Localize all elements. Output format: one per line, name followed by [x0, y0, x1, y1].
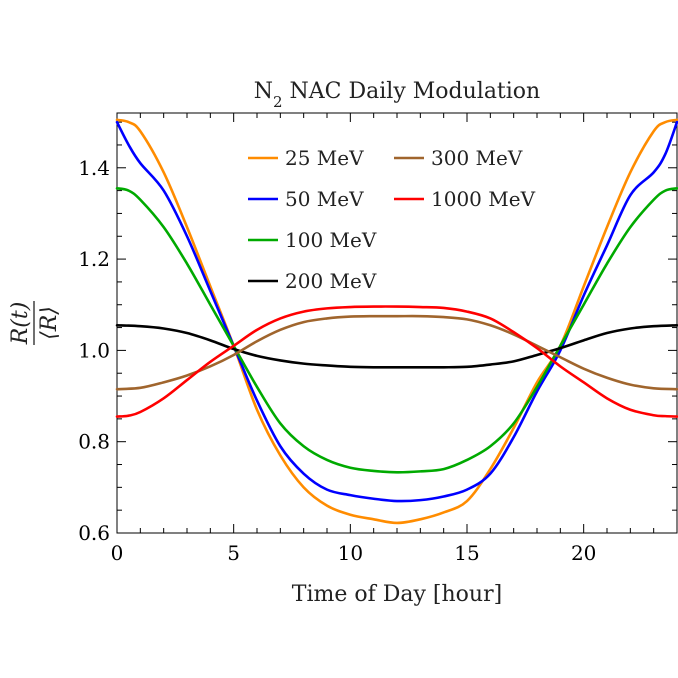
- y-tick-label: 0.6: [78, 521, 110, 545]
- legend-label-300-mev: 300 MeV: [431, 146, 523, 170]
- series-lines: [115, 118, 678, 525]
- y-tick-label: 1.0: [78, 338, 110, 362]
- x-tick-label: 20: [571, 541, 596, 565]
- legend-label-1000-mev: 1000 MeV: [431, 187, 536, 211]
- x-tick-label: 10: [338, 541, 363, 565]
- chart-title-subscript: 2: [273, 93, 283, 111]
- chart-title-main: N: [254, 79, 273, 104]
- x-axis-label: Time of Day [hour]: [292, 582, 502, 607]
- x-tick-label: 5: [227, 541, 240, 565]
- series-line-50-mev: [115, 120, 678, 503]
- y-tick-label: 1.4: [78, 156, 110, 180]
- chart-title-rest: NAC Daily Modulation: [283, 79, 541, 104]
- y-axis-label-numerator: R(t): [8, 302, 33, 346]
- y-axis-label-denominator: ⟨R⟩: [37, 306, 62, 340]
- series-line-1000-mev: [115, 305, 678, 418]
- series-line-25-mev: [115, 118, 678, 525]
- legend-label-200-mev: 200 MeV: [285, 269, 377, 293]
- legend-label-50-mev: 50 MeV: [285, 187, 364, 211]
- series-line-300-mev: [115, 314, 678, 391]
- legend-label-100-mev: 100 MeV: [285, 228, 377, 252]
- y-tick-label: 0.8: [78, 430, 110, 454]
- y-axis-label: R(t) ⟨R⟩: [8, 301, 62, 345]
- x-tick-label: 15: [454, 541, 479, 565]
- legend: 25 MeV 50 MeV 100 MeV 200 MeV 300 MeV 1000 Me…: [248, 146, 536, 293]
- legend-label-25-mev: 25 MeV: [285, 146, 364, 170]
- y-tick-label: 1.2: [78, 247, 110, 271]
- x-tick-label: 0: [111, 541, 124, 565]
- axis-tick-labels: 0 5 10 15 20 0.6 0.8 1.0 1.2 1.4: [78, 156, 596, 565]
- chart-title: N2 NAC Daily Modulation: [254, 79, 540, 111]
- series-line-200-mev: [115, 323, 678, 369]
- series-line-100-mev: [115, 187, 678, 474]
